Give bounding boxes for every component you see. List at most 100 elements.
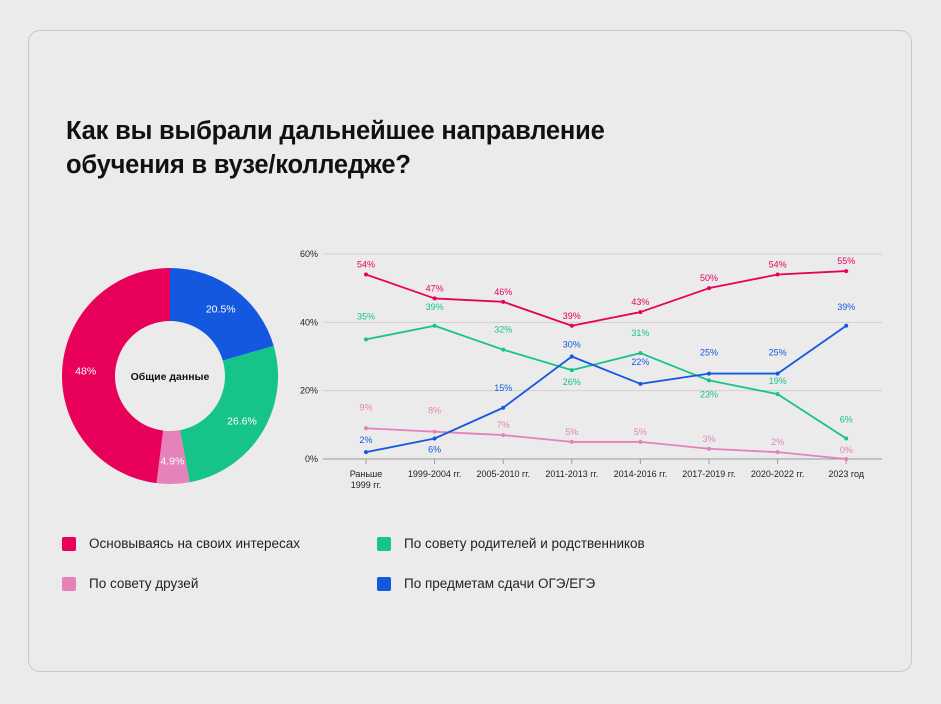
data-label-parents: 32% — [494, 325, 512, 335]
data-label-parents: 35% — [357, 311, 375, 321]
data-point-parents — [569, 368, 574, 373]
data-point-friends — [844, 457, 849, 461]
data-label-exams: 25% — [769, 348, 787, 358]
data-label-interests: 54% — [357, 260, 375, 270]
data-label-exams: 30% — [563, 340, 581, 350]
y-tick-label: 60% — [300, 249, 318, 259]
y-tick-label: 40% — [300, 317, 318, 327]
donut-slice-interests — [62, 268, 170, 484]
x-tick-label: 2011-2013 гг. — [545, 469, 598, 479]
data-label-exams: 22% — [631, 357, 649, 367]
data-point-interests — [364, 272, 368, 277]
line-chart-labels: 54% 47% 46% 39% 43% 50% 54% 55% 35% 39% 32% 26% 31% 2… — [357, 256, 855, 455]
data-point-friends — [638, 439, 643, 444]
data-label-friends: 7% — [497, 420, 510, 430]
data-point-friends — [501, 433, 506, 438]
data-point-parents — [707, 378, 711, 383]
donut-chart: 20.5% 26.6% 4.9% 48% Общие данные — [62, 268, 278, 484]
donut-center-label: Общие данные — [131, 371, 210, 383]
data-point-exams — [501, 405, 506, 410]
legend-label: По совету родителей и родственников — [404, 536, 645, 551]
data-point-exams — [844, 323, 849, 328]
data-point-interests — [638, 310, 643, 315]
data-point-exams — [569, 354, 574, 359]
donut-slice-label: 4.9% — [160, 455, 184, 467]
data-point-friends — [707, 446, 711, 451]
x-tick-label: 2014-2016 гг. — [614, 469, 668, 479]
legend-label: Основываясь на своих интересах — [89, 536, 301, 551]
data-point-parents — [432, 323, 437, 328]
line-chart-series — [364, 269, 849, 461]
data-point-friends — [569, 439, 574, 444]
legend-item-parents: По совету родителей и родственников — [377, 536, 645, 551]
data-point-interests — [844, 269, 849, 274]
data-label-parents: 6% — [840, 415, 853, 425]
legend-label: По совету друзей — [89, 576, 199, 591]
chart-card — [28, 30, 912, 672]
donut-slice-label: 20.5% — [206, 303, 236, 315]
data-label-exams: 15% — [494, 383, 512, 393]
data-label-friends: 5% — [565, 427, 578, 437]
data-label-parents: 23% — [700, 389, 718, 399]
series-line-parents — [365, 324, 847, 440]
x-tick-label: 1999-2004 гг. — [408, 469, 462, 479]
legend-swatch — [62, 536, 76, 551]
data-point-friends — [775, 450, 780, 455]
data-point-interests — [501, 299, 506, 304]
legend-item-interests: Основываясь на своих интересах — [62, 536, 300, 551]
data-label-friends: 2% — [771, 437, 784, 447]
data-label-interests: 54% — [769, 260, 787, 270]
donut-slice-label: 48% — [75, 366, 96, 378]
data-label-exams: 39% — [837, 302, 855, 312]
data-point-interests — [707, 286, 711, 291]
data-point-exams — [364, 450, 368, 455]
data-label-friends: 3% — [702, 434, 715, 444]
legend-label: По предметам сдачи ОГЭ/ЕГЭ — [404, 576, 596, 591]
y-tick-label: 0% — [305, 454, 318, 464]
data-point-exams — [775, 371, 780, 376]
data-point-interests — [432, 296, 437, 301]
y-tick-label: 20% — [300, 386, 318, 396]
data-label-interests: 46% — [494, 287, 512, 297]
data-label-friends: 9% — [359, 402, 372, 412]
data-label-exams: 6% — [428, 445, 441, 455]
data-label-exams: 25% — [700, 348, 718, 358]
data-point-parents — [775, 392, 780, 397]
donut-slice-label: 26.6% — [227, 415, 257, 427]
data-label-interests: 55% — [837, 256, 855, 266]
legend-swatch — [62, 576, 76, 591]
legend-swatch — [377, 576, 391, 591]
data-point-parents — [501, 347, 506, 352]
x-tick-label: 2020-2022 гг. — [751, 469, 805, 479]
legend-swatch — [377, 536, 391, 551]
x-tick-label: Раньше 1999 гг. — [350, 469, 383, 490]
legend-item-exams: По предметам сдачи ОГЭ/ЕГЭ — [377, 576, 595, 591]
series-line-friends — [365, 427, 847, 460]
data-label-interests: 50% — [700, 273, 718, 283]
data-point-parents — [364, 337, 368, 342]
series-line-exams — [365, 325, 847, 454]
data-label-parents: 26% — [563, 377, 581, 387]
series-line-interests — [365, 270, 847, 327]
data-point-parents — [638, 351, 643, 356]
data-point-interests — [569, 323, 574, 328]
data-point-exams — [707, 371, 711, 376]
data-label-parents: 31% — [631, 328, 649, 338]
donut-slice-friends — [156, 430, 190, 484]
data-point-exams — [432, 436, 437, 441]
legend-item-friends: По совету друзей — [62, 576, 198, 591]
donut-slice-parents — [179, 345, 278, 483]
data-label-friends: 5% — [634, 427, 647, 437]
data-point-interests — [775, 272, 780, 277]
x-tick-label: 2017-2019 гг. — [682, 469, 736, 479]
x-tick-label: 2005-2010 гг. — [476, 469, 530, 479]
data-point-friends — [364, 426, 368, 431]
donut-slice-exams — [170, 268, 274, 361]
data-label-interests: 47% — [426, 283, 444, 293]
data-label-exams: 2% — [359, 435, 372, 445]
data-label-interests: 39% — [563, 311, 581, 321]
data-label-parents: 39% — [426, 302, 444, 312]
data-label-friends: 0% — [840, 445, 853, 455]
data-point-friends — [432, 429, 437, 434]
